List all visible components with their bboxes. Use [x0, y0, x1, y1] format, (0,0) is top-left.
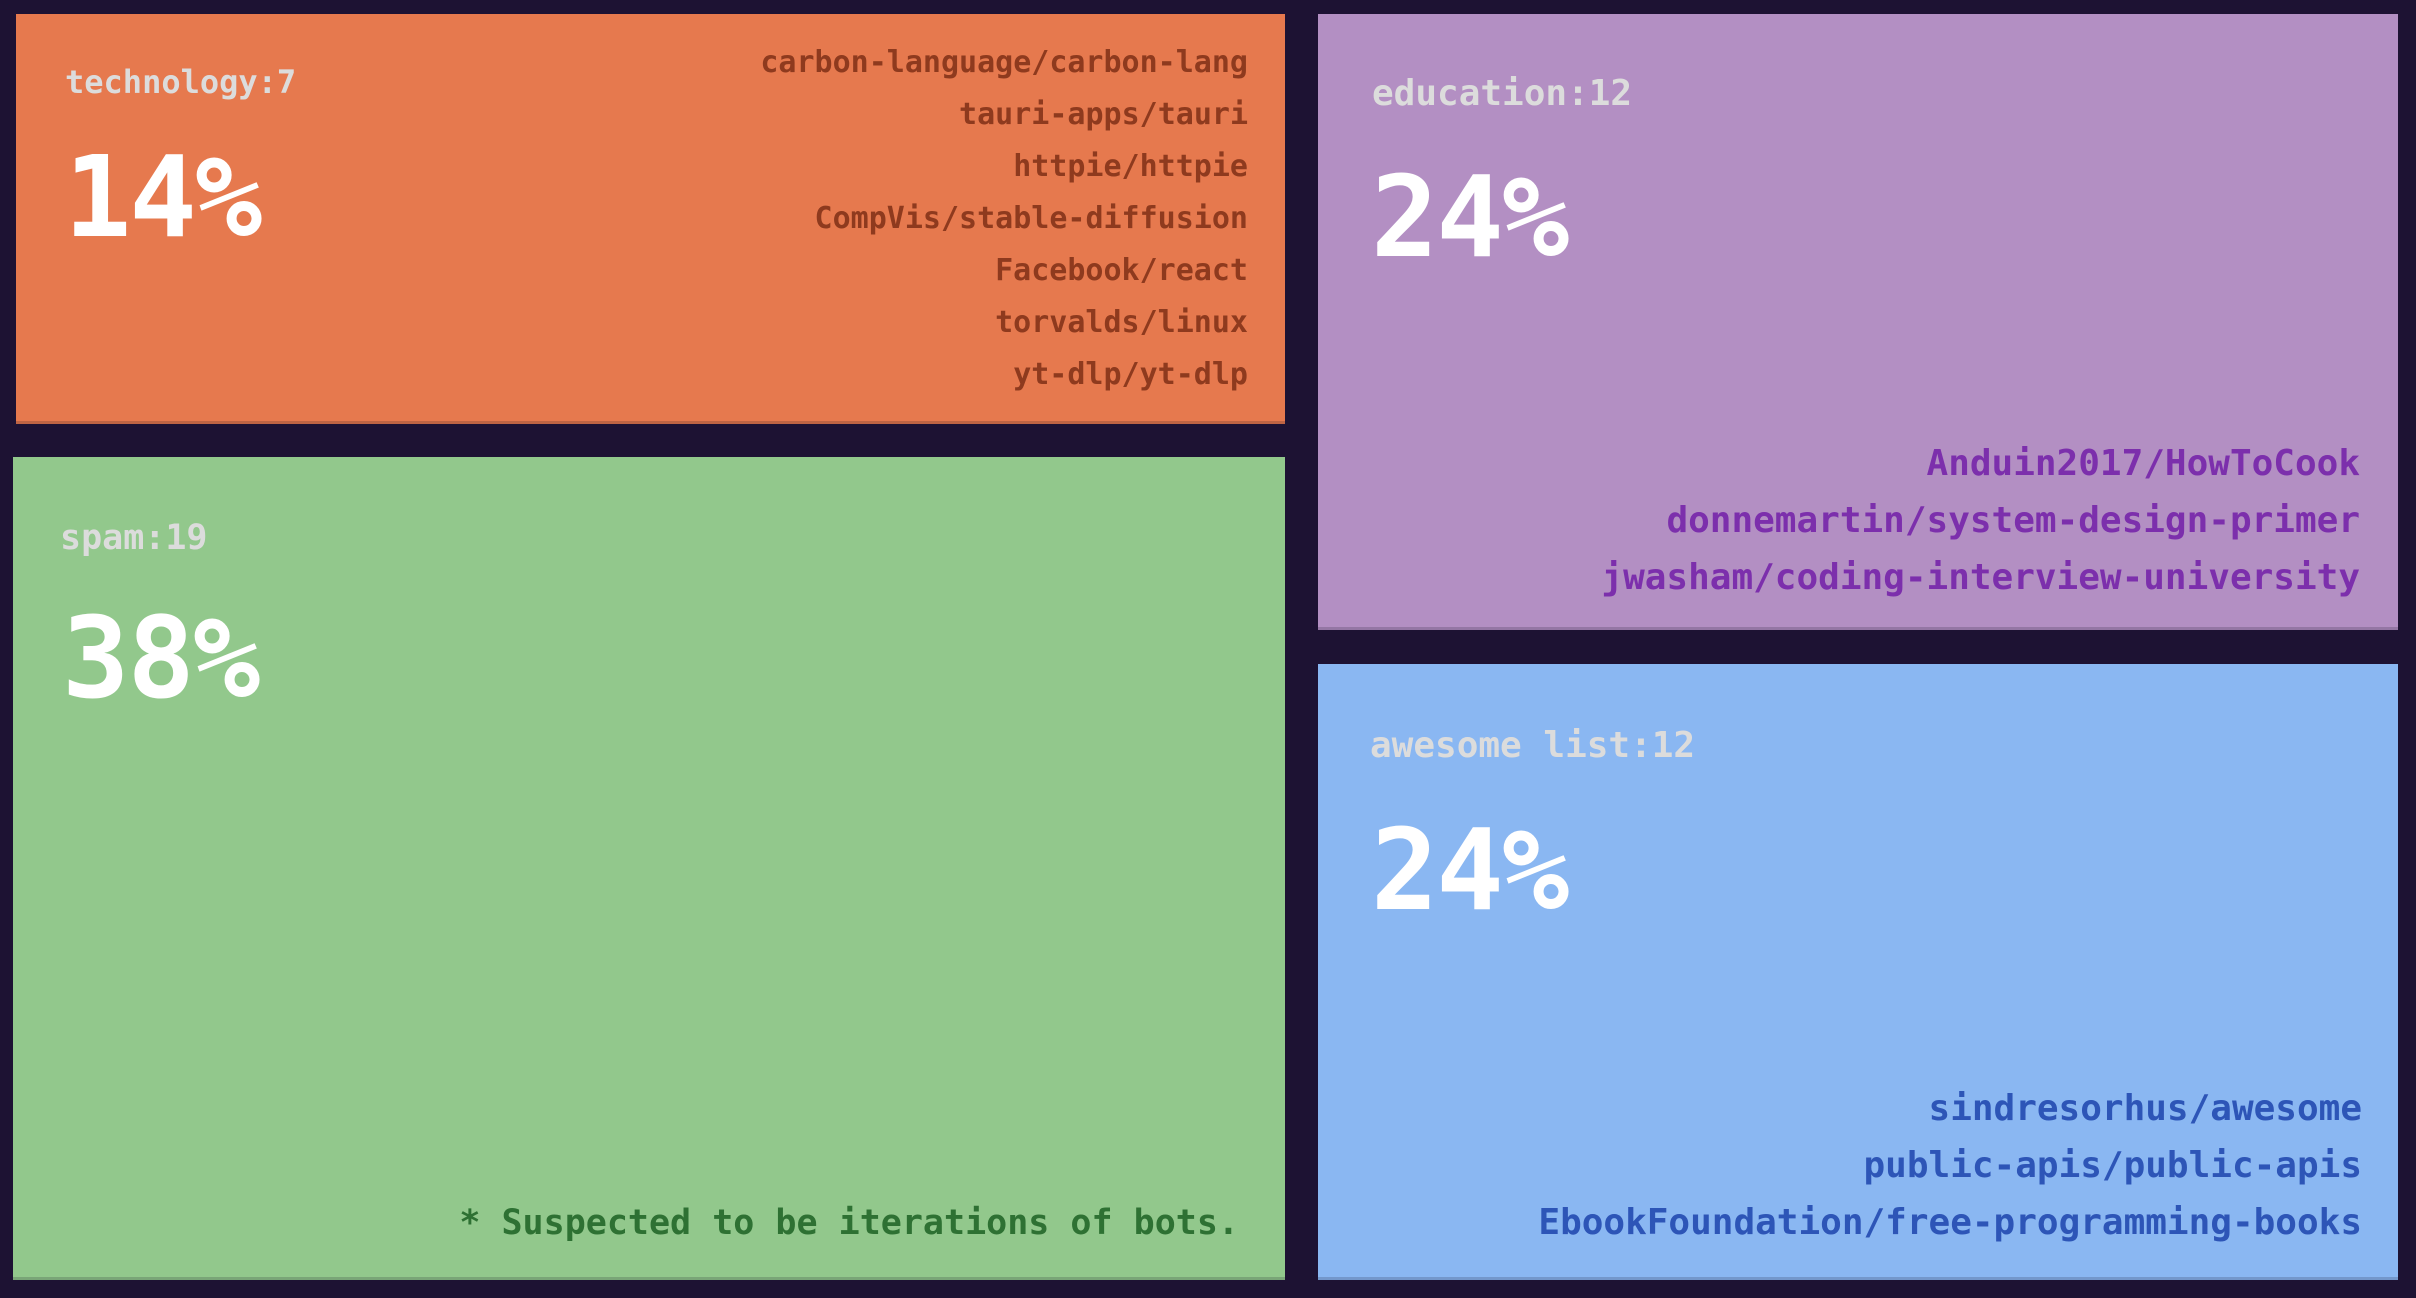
repo-item: tauri-apps/tauri [959, 97, 1248, 132]
tile-label-technology: technology:7 [65, 63, 297, 101]
repo-item: EbookFoundation/free-programming-books [1538, 1202, 2362, 1243]
treemap-tile-spam[interactable]: spam:19 38% * Suspected to be iterations… [13, 457, 1285, 1280]
tile-percent-technology: 14% [64, 133, 262, 263]
treemap-tile-technology[interactable]: technology:7 14% carbon-language/carbon-… [16, 14, 1285, 424]
repo-item: Anduin2017/HowToCook [1926, 443, 2360, 484]
tile-percent-spam: 38% [62, 594, 260, 724]
repo-item: carbon-language/carbon-lang [760, 45, 1248, 80]
repo-item: sindresorhus/awesome [1928, 1088, 2362, 1129]
repo-item: httpie/httpie [1013, 149, 1248, 184]
repo-item: yt-dlp/yt-dlp [1013, 357, 1248, 392]
tile-label-education: education:12 [1372, 73, 1633, 114]
tile-label-spam: spam:19 [60, 518, 208, 558]
repo-item: torvalds/linux [995, 305, 1248, 340]
repo-item: Facebook/react [995, 253, 1248, 288]
tile-label-awesome-list: awesome list:12 [1370, 725, 1696, 766]
repo-list-awesome-list: sindresorhus/awesome public-apis/public-a… [1538, 1080, 2362, 1251]
repo-list-technology: carbon-language/carbon-lang tauri-apps/ta… [760, 37, 1248, 401]
repo-item: donnemartin/system-design-primer [1666, 500, 2360, 541]
repo-item: jwasham/coding-interview-university [1601, 557, 2360, 598]
treemap-tile-education[interactable]: education:12 24% Anduin2017/HowToCook don… [1318, 14, 2398, 630]
repo-list-education: Anduin2017/HowToCook donnemartin/system-d… [1601, 435, 2360, 606]
repo-item: CompVis/stable-diffusion [814, 201, 1248, 236]
tile-percent-awesome-list: 24% [1371, 806, 1569, 936]
repo-item: public-apis/public-apis [1863, 1145, 2363, 1186]
tile-percent-education: 24% [1371, 153, 1569, 283]
treemap-tile-awesome-list[interactable]: awesome list:12 24% sindresorhus/awesome… [1318, 664, 2398, 1280]
spam-footnote: * Suspected to be iterations of bots. [459, 1203, 1239, 1243]
